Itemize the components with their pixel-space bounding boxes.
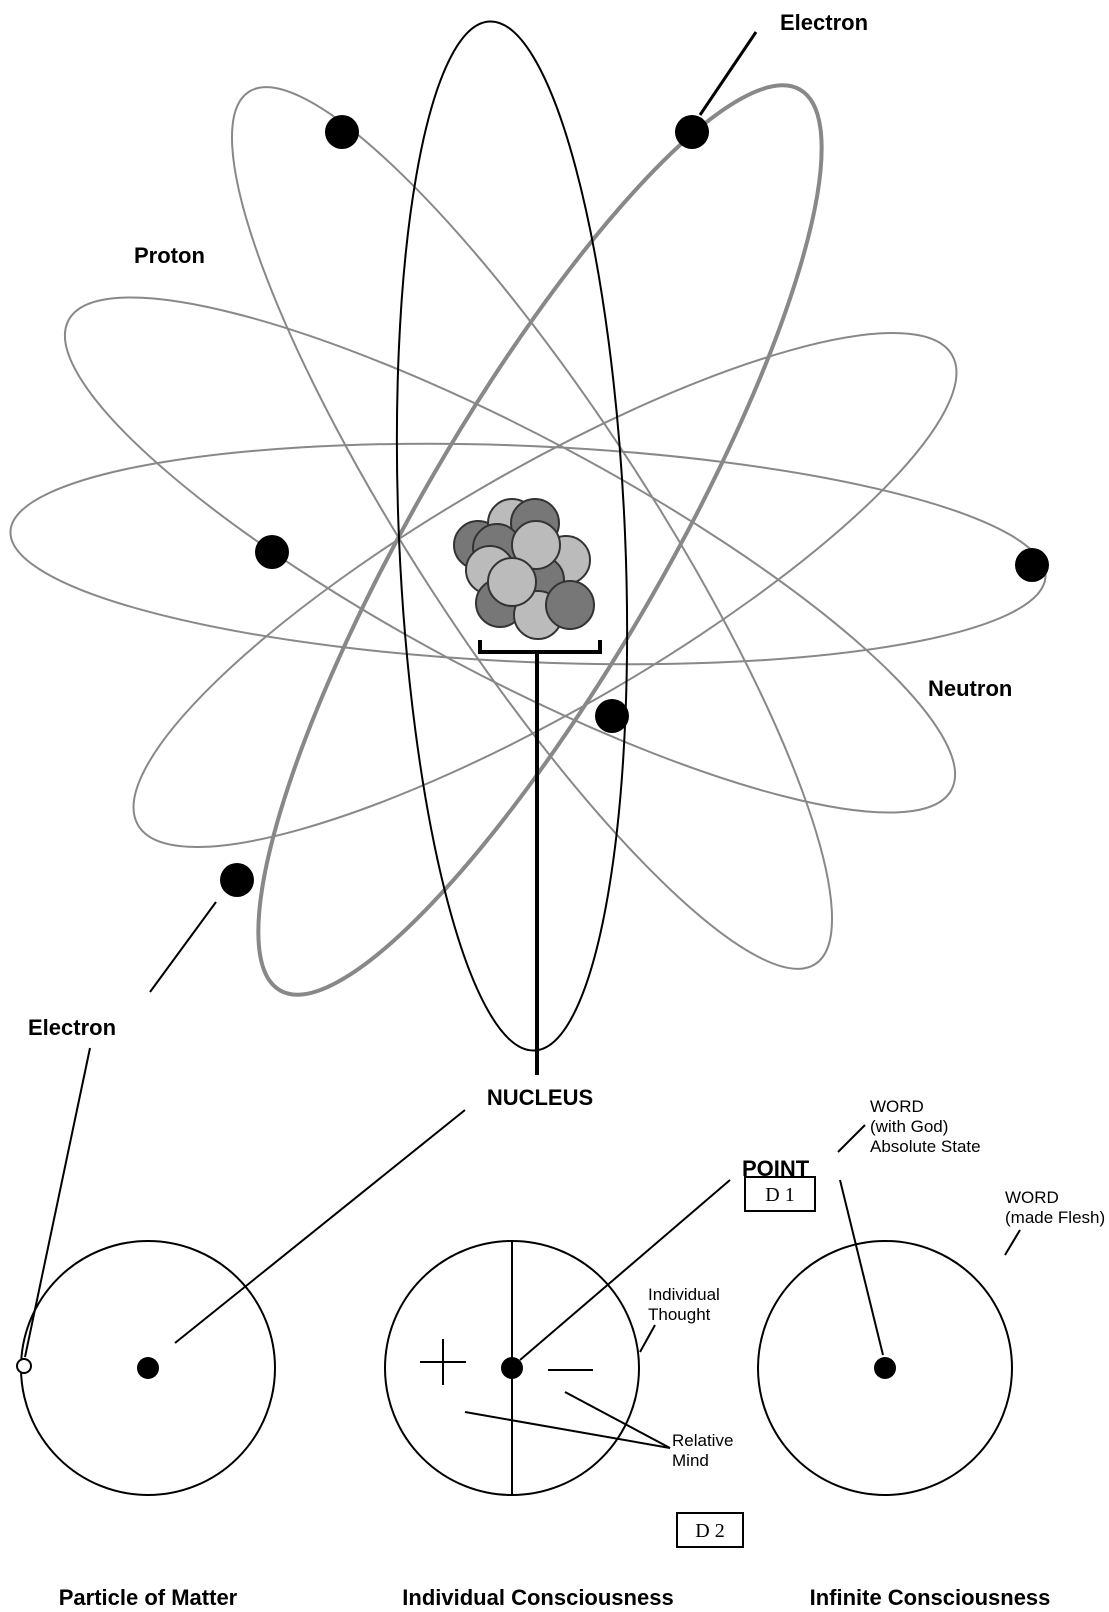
- label: Mind: [672, 1451, 709, 1470]
- caption: Infinite Consciousness: [810, 1585, 1051, 1610]
- diagram: Electron Proton Neutron Electron NUCLEUS…: [0, 0, 1109, 1612]
- points: [137, 1357, 896, 1379]
- caption: Individual Consciousness: [402, 1585, 673, 1610]
- label: Electron: [28, 1015, 116, 1040]
- label: Electron: [780, 10, 868, 35]
- label: WORD: [870, 1097, 924, 1116]
- electrons: [220, 115, 1049, 897]
- caption: Particle of Matter: [59, 1585, 238, 1610]
- label: Individual: [648, 1285, 720, 1304]
- label: Proton: [134, 243, 205, 268]
- label: (made Flesh): [1005, 1208, 1105, 1227]
- label: D 2: [695, 1520, 724, 1542]
- label: NUCLEUS: [487, 1085, 593, 1110]
- label: (with God): [870, 1117, 948, 1136]
- nucleus-cluster: [454, 499, 594, 639]
- label: Relative: [672, 1431, 733, 1450]
- label: Thought: [648, 1305, 711, 1324]
- label: Neutron: [928, 676, 1012, 701]
- label: WORD: [1005, 1188, 1059, 1207]
- label: POINT: [742, 1156, 810, 1181]
- label: D 1: [765, 1184, 794, 1206]
- label: Absolute State: [870, 1137, 981, 1156]
